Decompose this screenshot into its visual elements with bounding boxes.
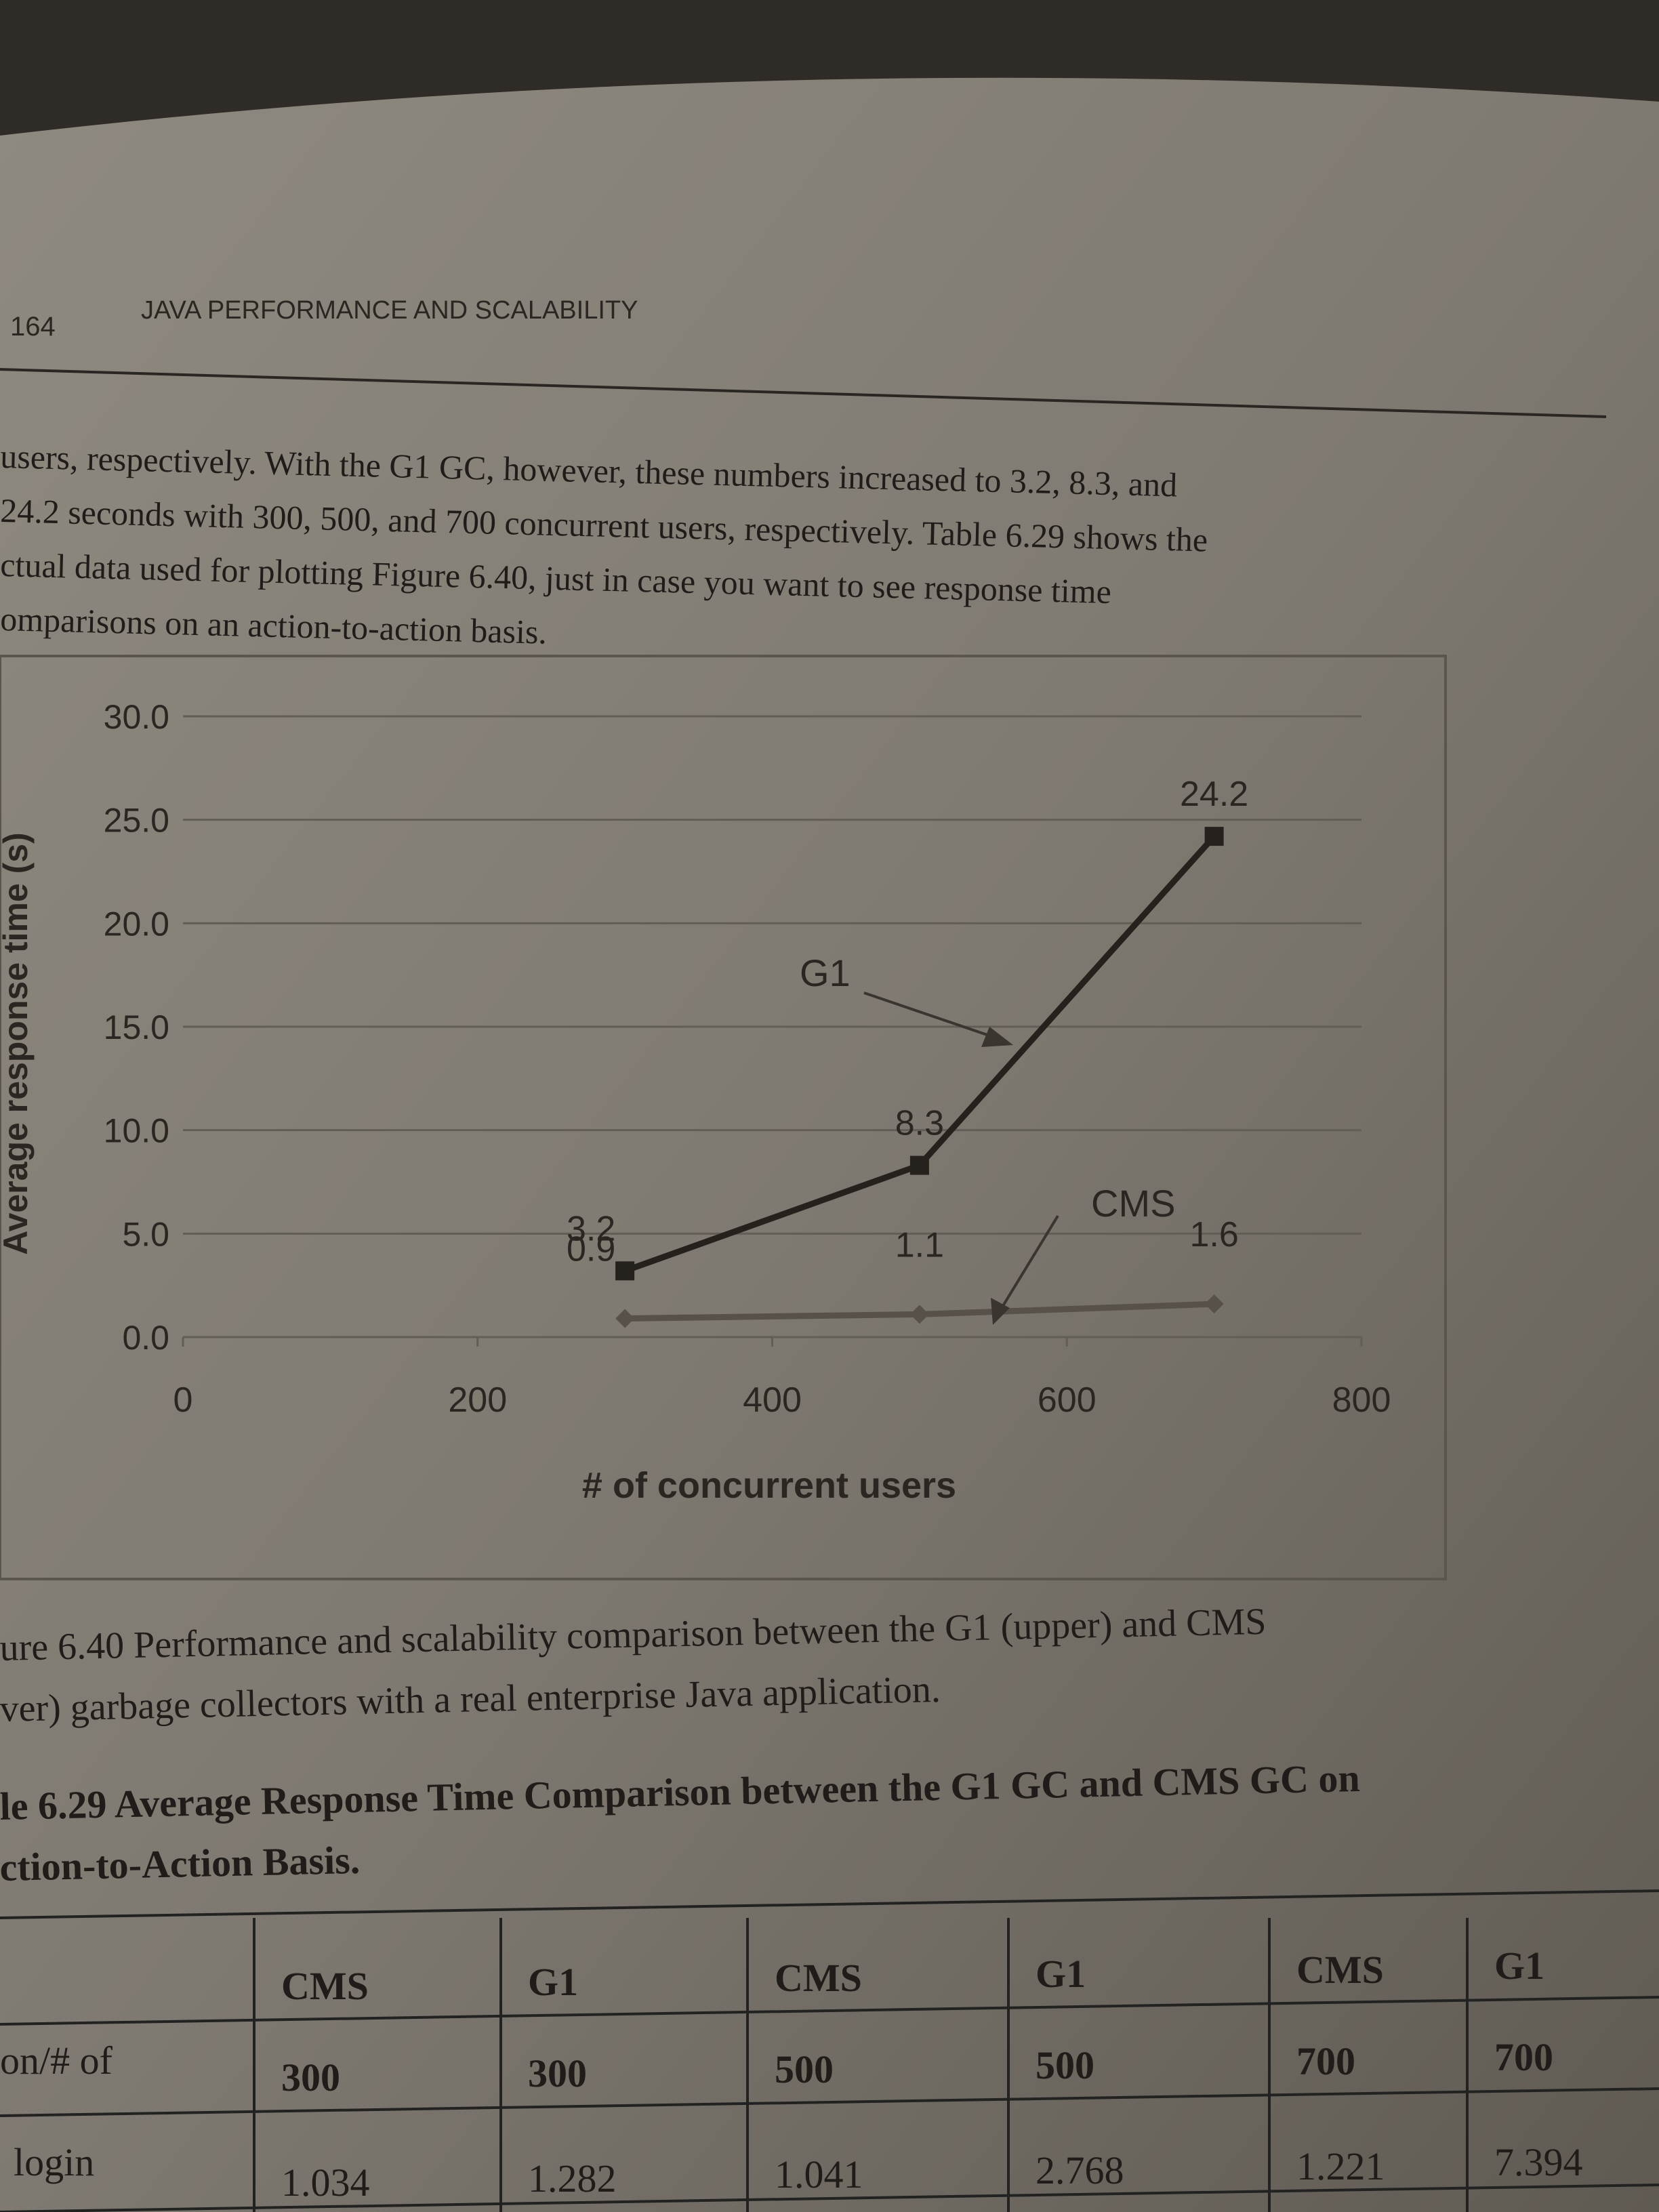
y-tick-label: 30.0 [104, 698, 169, 736]
y-tick-label: 0.0 [122, 1319, 169, 1357]
marker [1204, 827, 1224, 846]
data-label: 8.3 [895, 1104, 944, 1143]
running-title: JAVA PERFORMANCE AND SCALABILITY [141, 296, 638, 325]
y-tick-label: 10.0 [104, 1112, 169, 1150]
table-header: 300 [281, 2055, 340, 2100]
table-header: G1 [1036, 1952, 1086, 1996]
table-header: G1 [1494, 1944, 1544, 1988]
data-label: 1.6 [1189, 1215, 1238, 1254]
table-rule [0, 1996, 1659, 2026]
marker [909, 1305, 929, 1324]
marker [909, 1155, 929, 1175]
x-tick-label: 200 [448, 1380, 507, 1420]
book-page [0, 77, 1659, 2212]
table-header: CMS [775, 1956, 862, 2000]
x-tick-label: 400 [743, 1380, 802, 1420]
table-rule [0, 2087, 1659, 2117]
table: on/# of CMS 300 G1 300 CMS 500 G1 500 CMS 700 G1 700… [0, 1889, 1659, 2212]
y-axis-label: Average response time (s) [0, 832, 35, 1254]
data-label: 0.9 [567, 1230, 615, 1269]
data-label: 1.1 [895, 1225, 944, 1265]
table-cell: 2.768 [1036, 2148, 1124, 2192]
table-header: CMS [1296, 1948, 1384, 1992]
marker [1204, 1294, 1224, 1314]
x-axis-label: # of concurrent users [582, 1465, 956, 1506]
annotation-arrow [998, 1214, 1059, 1313]
table-cell: 1.282 [528, 2156, 617, 2200]
data-label: 3.2 [567, 1209, 615, 1248]
x-tick-label: 600 [1038, 1380, 1097, 1420]
data-label: 24.2 [1180, 775, 1248, 814]
table-header: CMS [281, 1964, 369, 2008]
x-tick-label: 0 [173, 1380, 193, 1420]
series-annotation: CMS [1091, 1182, 1175, 1225]
header-rule [0, 368, 1607, 418]
marker [615, 1309, 635, 1328]
y-tick-label: 20.0 [104, 905, 169, 943]
series-annotation: G1 [800, 951, 851, 994]
table-header: 500 [775, 2047, 834, 2091]
arrowhead [981, 1027, 1013, 1047]
table-cell: on/# of [0, 2039, 113, 2083]
table-cell: 7.394 [1494, 2140, 1583, 2184]
caption-line: ction-to-Action Basis. [0, 1838, 361, 1889]
table-rule [0, 1889, 1659, 1919]
table-cell: 1.034 [281, 2160, 370, 2205]
table-header: G1 [528, 1960, 578, 2004]
annotation-arrow [863, 991, 1004, 1042]
x-tick-label: 800 [1332, 1380, 1391, 1420]
table-cell: login [14, 2140, 94, 2184]
table-rule [0, 2184, 1659, 2212]
table-cell: 1.221 [1296, 2144, 1385, 2188]
y-tick-label: 25.0 [104, 802, 169, 840]
y-tick-label: 15.0 [104, 1008, 169, 1046]
figure-frame [0, 655, 1447, 1580]
table-header: 500 [1036, 2043, 1094, 2087]
table-header: 700 [1296, 2039, 1355, 2083]
table-header: 300 [528, 2051, 587, 2095]
y-tick-label: 5.0 [122, 1215, 169, 1253]
page-number: 164 [10, 312, 56, 342]
table-cell: 1.041 [775, 2152, 863, 2196]
marker [615, 1261, 635, 1281]
arrowhead [991, 1298, 1010, 1325]
table-header: 700 [1494, 2035, 1553, 2079]
chart: 0.0 5.0 10.0 15.0 20.0 25.0 30.0 0 200 400 600 800 3… [104, 698, 1391, 1420]
